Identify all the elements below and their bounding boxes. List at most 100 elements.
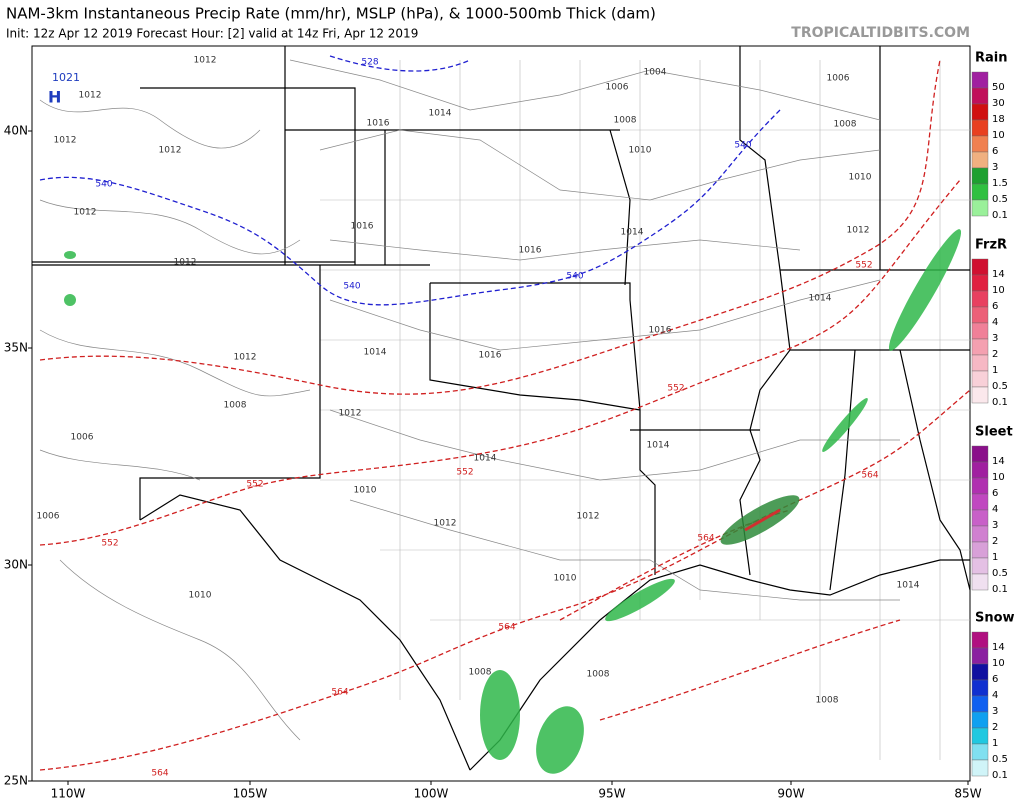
thickness-label: 564 (498, 623, 515, 633)
legend-label: 2 (992, 722, 998, 733)
legend-title: FrzR (975, 238, 1007, 253)
legend-label: 10 (992, 658, 1005, 669)
thickness-label: 564 (331, 688, 348, 698)
thickness-label: 540 (343, 282, 360, 292)
isobar-label: 1012 (54, 136, 77, 146)
isobar-label: 1012 (234, 353, 257, 363)
legend-swatch (971, 573, 989, 591)
legend-label: 0.5 (992, 381, 1008, 392)
isobar-label: 1006 (827, 74, 850, 84)
subtitle: Init: 12z Apr 12 2019 Forecast Hour: [2]… (6, 27, 418, 41)
isobar-label: 1012 (174, 258, 197, 268)
legend-label: 0.1 (992, 584, 1008, 595)
lon-label: 95W (598, 787, 625, 801)
isobar-label: 1016 (351, 222, 374, 232)
legend-label: 10 (992, 130, 1005, 141)
isobar-label: 1008 (614, 116, 637, 126)
isobar-label: 1008 (834, 120, 857, 130)
thickness-552-564 (39, 59, 971, 771)
isobar-label: 1006 (71, 433, 94, 443)
legend-swatch (971, 306, 989, 324)
legend-label: 14 (992, 456, 1005, 467)
isobar-label: 1008 (224, 401, 247, 411)
legend-swatch (971, 695, 989, 713)
lon-label: 90W (777, 787, 804, 801)
legend-label: 0.5 (992, 194, 1008, 205)
isobar-label: 1012 (159, 146, 182, 156)
legend-label: 50 (992, 82, 1005, 93)
legend-swatch (971, 493, 989, 511)
thickness-label: 528 (361, 58, 378, 68)
isobar-label: 1010 (849, 173, 872, 183)
legend-swatch (971, 183, 989, 201)
legend-label: 14 (992, 642, 1005, 653)
legend-label: 1 (992, 552, 998, 563)
isobar-label: 1016 (519, 246, 542, 256)
legend-label: 3 (992, 520, 998, 531)
isobar-label: 1012 (434, 519, 457, 529)
legend-swatch (971, 135, 989, 153)
lon-label: 110W (51, 787, 86, 801)
legend-label: 0.5 (992, 568, 1008, 579)
legend-swatch (971, 743, 989, 761)
legend-label: 2 (992, 536, 998, 547)
legend-label: 0.5 (992, 754, 1008, 765)
legend-swatch (971, 647, 989, 665)
isobar-label: 1014 (474, 454, 497, 464)
lon-label: 105W (233, 787, 268, 801)
isobar-label: 1014 (429, 109, 452, 119)
legend-label: 2 (992, 349, 998, 360)
high-letter: H (48, 88, 61, 107)
legend-swatch (971, 290, 989, 308)
legend-label: 3 (992, 162, 998, 173)
legend-label: 4 (992, 690, 998, 701)
legend-label: 6 (992, 146, 998, 157)
isobar-label: 1010 (189, 591, 212, 601)
isobars (39, 59, 900, 741)
thickness-label: 564 (861, 471, 878, 481)
isobar-label: 1014 (364, 348, 387, 358)
legend-swatch (971, 71, 989, 89)
lat-label: 25N (4, 774, 28, 788)
legend-title: Rain (975, 51, 1008, 66)
title: NAM-3km Instantaneous Precip Rate (mm/hr… (6, 5, 656, 23)
legend-swatch (971, 509, 989, 527)
legend-swatch (971, 541, 989, 559)
legend-swatch (971, 87, 989, 105)
lat-label: 35N (4, 341, 28, 355)
isobar-label: 1012 (339, 409, 362, 419)
legend-swatch (971, 525, 989, 543)
thickness-label: 552 (855, 261, 872, 271)
legend-swatch (971, 679, 989, 697)
legend-swatch (971, 274, 989, 292)
isobar-label: 1008 (469, 668, 492, 678)
isobar-label: 1016 (479, 351, 502, 361)
legend-label: 6 (992, 674, 998, 685)
thickness-label: 540 (734, 141, 751, 151)
map-frame (31, 45, 971, 782)
legend-label: 6 (992, 488, 998, 499)
map: 1021 H (31, 45, 971, 782)
legend-swatch (971, 370, 989, 388)
isobar-label: 1010 (554, 574, 577, 584)
legend-swatch (971, 199, 989, 217)
lon-label: 100W (414, 787, 449, 801)
legend-swatch (971, 445, 989, 463)
legend-label: 6 (992, 301, 998, 312)
isobar-label: 1008 (816, 696, 839, 706)
legend-swatch (971, 354, 989, 372)
precip (64, 229, 962, 774)
legend-label: 3 (992, 706, 998, 717)
legend-swatch (971, 322, 989, 340)
legend-swatch (971, 119, 989, 137)
isobar-label: 1012 (74, 208, 97, 218)
isobar-label: 1010 (629, 146, 652, 156)
legend-label: 4 (992, 504, 998, 515)
legend-label: 0.1 (992, 770, 1008, 781)
legend-label: 10 (992, 285, 1005, 296)
legend-swatch (971, 103, 989, 121)
isobar-label: 1016 (649, 326, 672, 336)
legend-label: 0.1 (992, 397, 1008, 408)
isobar-label: 1004 (644, 68, 667, 78)
legend-swatch (971, 477, 989, 495)
